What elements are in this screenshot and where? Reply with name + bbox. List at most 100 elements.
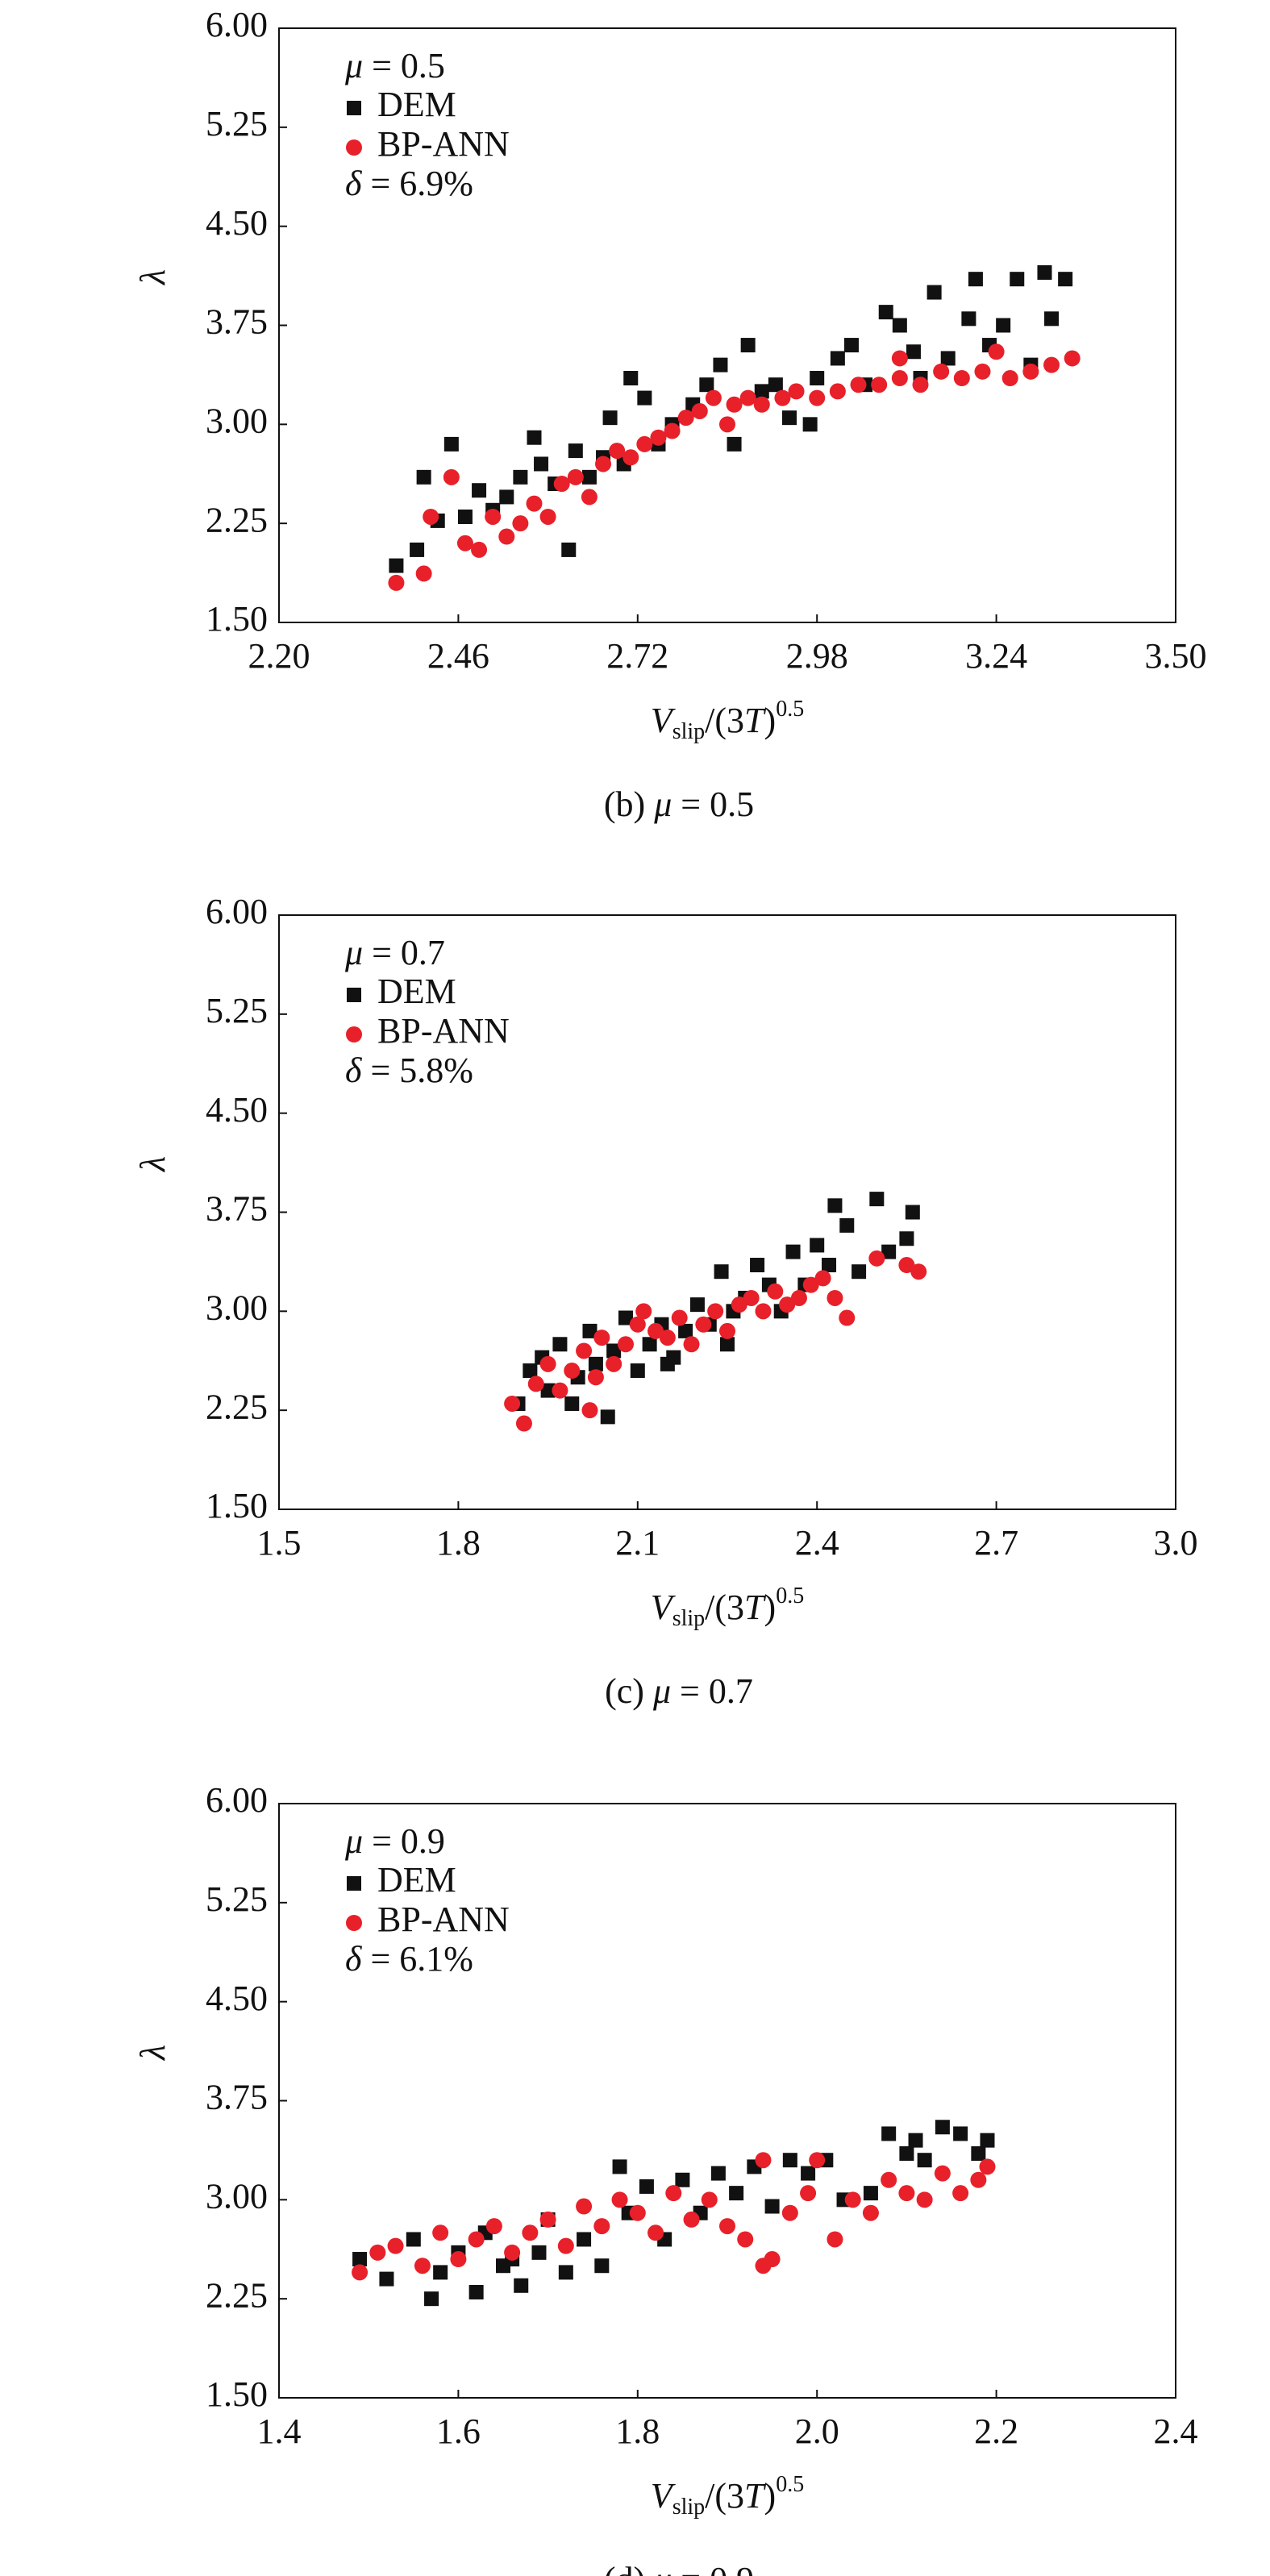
data-point <box>940 351 956 366</box>
data-point <box>1064 350 1081 367</box>
data-point <box>740 338 756 353</box>
data-point <box>539 1355 556 1372</box>
data-point <box>582 1323 598 1338</box>
caption-part: (c) <box>605 1671 653 1711</box>
data-point <box>671 1309 688 1326</box>
annotation-part: = 6.9% <box>361 164 473 203</box>
data-point <box>602 410 618 426</box>
data-point <box>755 2258 772 2274</box>
data-point <box>588 1356 603 1371</box>
legend-label: BP-ANN <box>377 1011 510 1051</box>
data-point <box>839 1217 855 1233</box>
data-point <box>755 1303 772 1320</box>
data-point <box>612 2159 627 2174</box>
x-tick-label: 2.1 <box>615 1523 660 1563</box>
data-point <box>707 1303 724 1320</box>
data-point <box>988 343 1005 360</box>
data-point <box>522 2224 539 2241</box>
data-point <box>727 436 742 452</box>
data-point <box>606 1343 622 1359</box>
y-axis-label: λ <box>133 269 173 286</box>
data-point <box>713 357 728 372</box>
data-point <box>558 2265 573 2280</box>
data-point <box>513 469 528 485</box>
data-point <box>600 1409 615 1425</box>
data-point <box>514 2278 529 2293</box>
data-point <box>781 410 797 426</box>
chart: 1.50 2.25 3.00 3.75 4.50 5.25 6.00 2.20 2.46 2.72… <box>133 5 1206 824</box>
data-point <box>800 2185 817 2202</box>
data-point <box>729 2186 744 2201</box>
legend-label: DEM <box>377 85 456 124</box>
data-point <box>512 515 529 532</box>
data-point <box>822 1258 837 1273</box>
data-point <box>779 1296 796 1313</box>
legend-label: DEM <box>377 1860 456 1900</box>
data-point <box>905 1205 920 1220</box>
data-point <box>504 1395 521 1412</box>
data-point <box>753 396 770 413</box>
data-point <box>689 1297 705 1313</box>
data-point <box>581 469 597 485</box>
data-point <box>540 1383 556 1398</box>
data-point <box>561 542 577 557</box>
data-point <box>737 2231 754 2248</box>
chart: 1.50 2.25 3.00 3.75 4.50 5.25 6.00 1.4 1.6 1.8 2.0… <box>133 1780 1197 2576</box>
data-point <box>424 2291 439 2307</box>
x-axis-label-part: /(3 <box>705 2476 744 2516</box>
legend-label: BP-ANN <box>377 1900 510 1939</box>
data-point <box>908 2133 923 2148</box>
data-point <box>1001 370 1018 387</box>
data-point <box>790 1289 807 1306</box>
data-point <box>539 2211 556 2228</box>
data-point <box>699 377 714 393</box>
y-tick-label: 4.50 <box>206 1979 268 2018</box>
data-point <box>443 436 459 452</box>
data-point <box>456 535 473 551</box>
data-point <box>739 389 756 406</box>
data-point <box>531 2245 547 2260</box>
data-point <box>881 2126 897 2141</box>
data-point <box>629 1316 646 1333</box>
x-tick-label: 2.7 <box>974 1523 1018 1563</box>
data-point <box>829 383 846 400</box>
data-point <box>468 2231 485 2248</box>
x-tick-label: 3.50 <box>1145 636 1207 676</box>
data-point <box>961 311 976 327</box>
data-point <box>623 449 639 466</box>
data-point <box>788 383 805 400</box>
data-point <box>953 2126 968 2141</box>
data-point <box>935 2120 950 2135</box>
data-point <box>660 1356 675 1371</box>
data-point <box>443 468 460 485</box>
data-point <box>814 1270 831 1287</box>
data-point <box>568 443 583 459</box>
x-tick-label: 3.0 <box>1154 1523 1198 1563</box>
data-point <box>553 476 570 493</box>
data-point <box>485 2218 502 2235</box>
data-point <box>868 1250 885 1267</box>
x-axis-label-part: slip <box>672 2495 705 2520</box>
data-point <box>781 2204 798 2221</box>
data-point <box>564 1396 580 1411</box>
annotation: μ = 0.9 <box>344 1821 445 1861</box>
data-point <box>557 2237 574 2254</box>
data-point <box>650 429 667 446</box>
data-point <box>1022 363 1039 380</box>
data-point <box>609 443 626 460</box>
data-point <box>534 456 549 472</box>
data-point <box>527 1375 544 1392</box>
data-point <box>898 2185 915 2202</box>
annotation-part: = 5.8% <box>361 1051 473 1090</box>
data-point <box>564 1363 581 1380</box>
x-tick-label: 2.46 <box>427 636 489 676</box>
data-point <box>423 508 439 525</box>
annotation-part: δ <box>345 164 363 203</box>
data-point <box>352 2252 368 2267</box>
data-point <box>581 489 598 506</box>
data-point <box>678 1323 693 1338</box>
data-point <box>485 508 502 525</box>
data-point <box>450 2251 467 2268</box>
data-point <box>996 318 1011 333</box>
data-point <box>414 2258 431 2274</box>
